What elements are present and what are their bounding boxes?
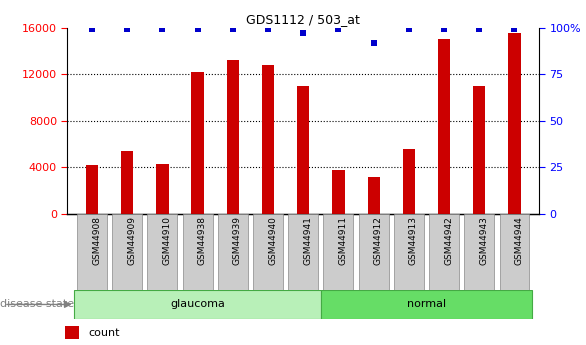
Text: GSM44938: GSM44938 xyxy=(197,216,207,265)
Point xyxy=(87,27,97,32)
FancyBboxPatch shape xyxy=(74,290,321,319)
Bar xyxy=(332,170,345,214)
FancyBboxPatch shape xyxy=(148,214,178,290)
Point xyxy=(510,27,519,32)
Text: GSM44943: GSM44943 xyxy=(479,216,488,265)
Bar xyxy=(156,164,169,214)
Point xyxy=(299,30,308,36)
Point xyxy=(334,27,343,32)
Text: GSM44910: GSM44910 xyxy=(162,216,172,265)
Text: GSM44912: GSM44912 xyxy=(374,216,383,265)
Point xyxy=(404,27,414,32)
FancyBboxPatch shape xyxy=(323,214,353,290)
FancyBboxPatch shape xyxy=(359,214,389,290)
FancyBboxPatch shape xyxy=(77,214,107,290)
Text: glaucoma: glaucoma xyxy=(170,299,225,309)
Bar xyxy=(473,86,485,214)
Point xyxy=(122,27,132,32)
Point xyxy=(193,27,202,32)
FancyBboxPatch shape xyxy=(113,214,142,290)
Bar xyxy=(438,39,450,214)
Bar xyxy=(65,326,79,339)
Bar xyxy=(262,65,274,214)
Text: GSM44939: GSM44939 xyxy=(233,216,242,265)
Text: GSM44909: GSM44909 xyxy=(127,216,136,265)
Point xyxy=(228,27,237,32)
FancyBboxPatch shape xyxy=(321,290,532,319)
Bar xyxy=(508,33,520,214)
Bar xyxy=(367,177,380,214)
Text: GSM44913: GSM44913 xyxy=(409,216,418,265)
Text: GSM44942: GSM44942 xyxy=(444,216,453,265)
Point xyxy=(369,40,379,45)
Text: GSM44941: GSM44941 xyxy=(304,216,312,265)
Bar xyxy=(297,86,309,214)
FancyBboxPatch shape xyxy=(464,214,494,290)
Bar xyxy=(121,151,134,214)
Text: count: count xyxy=(88,328,120,337)
Text: GSM44911: GSM44911 xyxy=(339,216,347,265)
Bar xyxy=(403,149,415,214)
Text: GSM44908: GSM44908 xyxy=(92,216,101,265)
FancyBboxPatch shape xyxy=(183,214,213,290)
Bar xyxy=(227,60,239,214)
Point xyxy=(158,27,167,32)
Point xyxy=(475,27,484,32)
FancyBboxPatch shape xyxy=(253,214,283,290)
Text: normal: normal xyxy=(407,299,446,309)
Point xyxy=(263,27,272,32)
Text: GSM44944: GSM44944 xyxy=(515,216,523,265)
FancyBboxPatch shape xyxy=(429,214,459,290)
FancyBboxPatch shape xyxy=(218,214,248,290)
Point xyxy=(440,27,449,32)
Bar xyxy=(192,72,204,214)
FancyBboxPatch shape xyxy=(394,214,424,290)
Text: GSM44940: GSM44940 xyxy=(268,216,277,265)
Text: disease state: disease state xyxy=(0,299,77,309)
Bar xyxy=(86,165,98,214)
FancyBboxPatch shape xyxy=(288,214,318,290)
FancyBboxPatch shape xyxy=(499,214,529,290)
Title: GDS1112 / 503_at: GDS1112 / 503_at xyxy=(246,13,360,27)
